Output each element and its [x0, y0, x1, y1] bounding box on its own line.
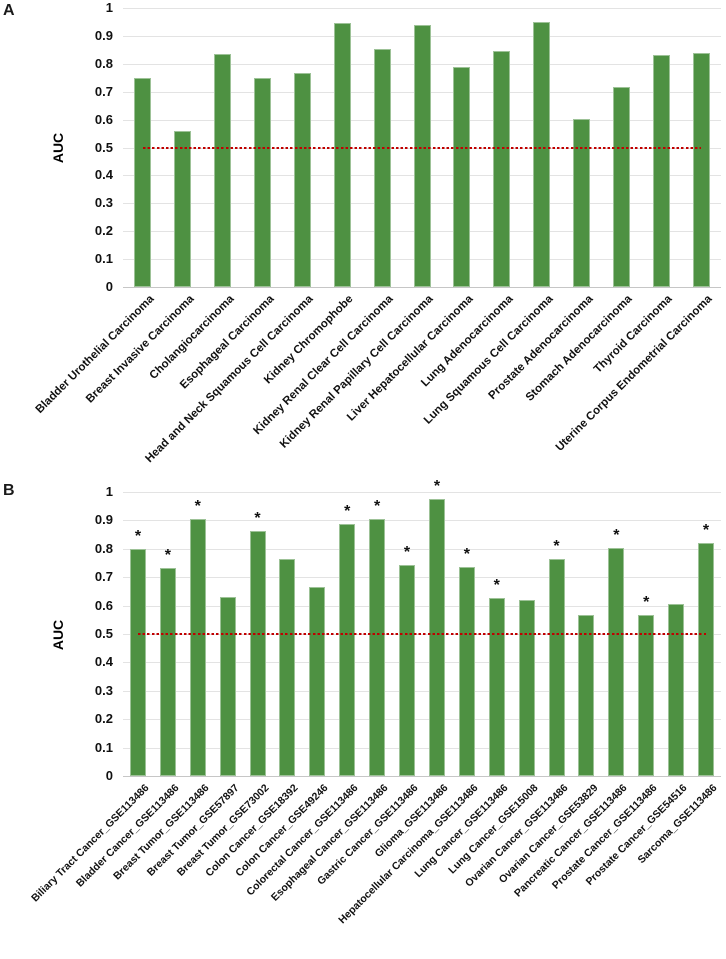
gridline — [123, 492, 721, 493]
bar — [458, 567, 475, 776]
significance-star: * — [643, 594, 650, 611]
significance-star: * — [194, 498, 201, 515]
significance-star: * — [164, 547, 171, 564]
bar — [333, 23, 351, 287]
bar — [533, 22, 551, 287]
bar — [638, 615, 655, 776]
bar — [578, 615, 595, 776]
y-tick-label: 0.1 — [94, 739, 113, 755]
reference-line — [137, 633, 706, 635]
y-tick-label: 0.6 — [94, 597, 113, 613]
y-tick-label: 0 — [105, 768, 113, 783]
gridline — [123, 605, 721, 607]
y-tick-label: 0.4 — [94, 167, 113, 183]
significance-star: * — [613, 527, 620, 544]
significance-star: * — [553, 538, 560, 555]
gridline — [123, 747, 721, 749]
bar — [453, 67, 471, 287]
bar — [129, 549, 146, 776]
bar — [159, 568, 176, 776]
y-tick-label: 0 — [105, 279, 113, 294]
significance-star: * — [702, 522, 710, 539]
bar — [373, 49, 391, 287]
y-tick-label: 0.7 — [94, 83, 113, 99]
panel-a-plot-area — [123, 8, 721, 288]
y-tick-label: 0.2 — [94, 223, 113, 239]
bar — [428, 499, 445, 776]
gridline — [123, 577, 721, 579]
panel-b-letter: B — [3, 482, 15, 499]
bar — [652, 55, 670, 287]
bar — [214, 54, 232, 287]
significance-star: * — [493, 577, 500, 594]
panel-b-plot-area: * * * * * * * * * * * * * * — [123, 478, 721, 777]
gridline — [123, 690, 721, 692]
bar — [488, 598, 505, 776]
y-tick-label: 0.1 — [94, 251, 113, 267]
bar — [692, 53, 710, 287]
panel-b: B AUC * * * * * * * * * * * * * * 0 0.1 0.2 0.3 0.4 0.5 0.6… — [0, 478, 726, 959]
bar — [612, 87, 630, 287]
significance-star: * — [433, 478, 441, 495]
y-tick-label: 0.7 — [94, 569, 113, 585]
y-tick-label: 0.5 — [94, 626, 113, 641]
y-tick-label: 0.4 — [94, 654, 113, 670]
significance-star: * — [403, 544, 411, 561]
significance-star: * — [463, 546, 470, 563]
gridline — [123, 719, 721, 721]
bar — [339, 524, 356, 776]
bar — [369, 519, 386, 776]
gridline — [123, 8, 721, 9]
x-axis-line — [123, 776, 721, 777]
significance-star: * — [374, 498, 381, 515]
y-tick-label: 0.3 — [94, 682, 113, 698]
y-tick-label: 0.9 — [94, 512, 113, 528]
bar — [293, 73, 311, 287]
y-tick-label: 0.8 — [94, 55, 113, 71]
significance-star: * — [134, 528, 142, 545]
bar — [399, 565, 415, 776]
bar — [254, 78, 271, 287]
bar — [413, 25, 431, 287]
bar — [668, 604, 685, 776]
panel-a: A AUC 0 0.1 0.2 0.3 0.4 0.5 0.6 0.7 0.8 0.9 1 Bladd… — [3, 0, 721, 465]
y-tick-label: 0.2 — [94, 711, 113, 727]
bar — [174, 131, 192, 287]
bar — [573, 119, 590, 287]
x-axis-line — [123, 287, 721, 288]
y-tick-label: 0.6 — [94, 111, 113, 127]
panel-a-letter: A — [3, 2, 15, 19]
bar — [219, 597, 236, 776]
bar — [548, 559, 565, 776]
bar — [249, 531, 266, 776]
significance-star: * — [254, 510, 261, 527]
y-tick-label: 1 — [105, 0, 113, 15]
y-tick-label: 0.9 — [94, 27, 113, 43]
bar — [493, 51, 511, 287]
bar — [189, 519, 206, 776]
significance-star: * — [344, 503, 351, 520]
bar — [309, 587, 326, 776]
gridline — [123, 662, 721, 664]
gridline — [123, 520, 721, 522]
bar — [608, 548, 625, 776]
reference-line — [142, 146, 701, 149]
y-tick-label: 0.3 — [94, 195, 113, 211]
bar — [134, 78, 152, 287]
bar — [698, 543, 715, 776]
y-tick-label: 1 — [105, 484, 113, 499]
y-tick-label: 0.5 — [94, 139, 113, 155]
gridline — [123, 548, 721, 550]
y-tick-label: 0.8 — [94, 540, 113, 556]
bar — [279, 559, 296, 776]
bar — [518, 600, 535, 776]
